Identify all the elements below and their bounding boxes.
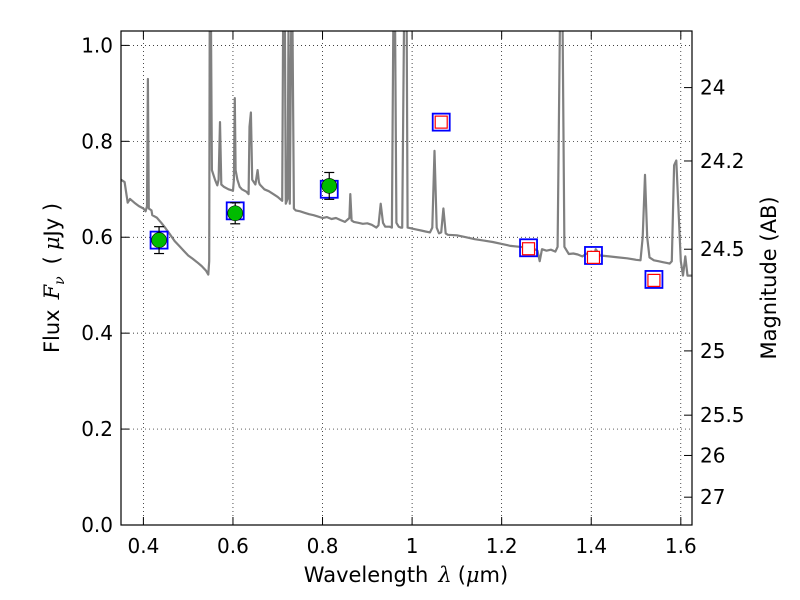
upper-limit-square — [586, 250, 601, 264]
y-axis-label: Flux Fν ( μJy ) — [40, 203, 68, 353]
x-axis-label-unit-mu: μ — [466, 563, 480, 587]
model-photometry-square — [644, 270, 664, 289]
y-axis-label-unit-open: ( — [40, 256, 64, 264]
x-tick-label: 0.6 — [217, 534, 249, 558]
x-axis-label-symbol: λ — [437, 563, 451, 587]
plot-content — [121, 31, 692, 289]
y-axis-label-prefix: Flux — [40, 309, 64, 353]
y2-axis-ticks: 24 24.2 24.5 25 25.5 26 27 — [684, 76, 745, 509]
observed-photometry-point — [227, 205, 243, 222]
y-tick-label: 0.8 — [81, 129, 113, 153]
x-axis-label-unit-open: ( — [458, 563, 466, 587]
x-axis-ticks: 0.4 0.6 0.8 1 1.2 1.4 1.6 — [127, 31, 697, 558]
y2-tick-label: 24.2 — [700, 149, 745, 173]
plot-frame — [120, 30, 693, 526]
photometry-markers — [149, 112, 664, 289]
y2-tick-label: 24.5 — [700, 237, 745, 261]
y2-tick-label: 24 — [700, 76, 725, 100]
y2-tick-label: 27 — [700, 485, 725, 509]
model-photometry-square — [519, 238, 538, 258]
observed-photometry-point — [321, 178, 338, 194]
y-axis-label-unit-mu: μ — [40, 236, 64, 250]
x-tick-label: 1 — [406, 534, 419, 558]
y-tick-label: 0.4 — [81, 321, 113, 345]
upper-limit-square — [647, 273, 661, 287]
y-tick-label: 1.0 — [81, 33, 113, 57]
y2-tick-label: 26 — [700, 443, 725, 467]
y-axis-ticks: 0.0 0.2 0.4 0.6 0.8 1.0 — [81, 33, 129, 537]
x-tick-label: 0.8 — [307, 534, 339, 558]
x-tick-label: 1.2 — [486, 534, 518, 558]
y-tick-label: 0.2 — [81, 417, 113, 441]
x-tick-label: 0.4 — [127, 534, 159, 558]
y2-axis-label: Magnitude (AB) — [757, 196, 781, 359]
y2-tick-label: 25 — [700, 339, 725, 363]
y-tick-label: 0.0 — [81, 513, 113, 537]
y-axis-label-unit-rest: Jy ) — [40, 203, 64, 239]
x-axis-label-unit-rest: m) — [480, 563, 509, 587]
upper-limit-square — [434, 115, 448, 129]
x-tick-label: 1.4 — [575, 534, 607, 558]
x-axis-label-prefix: Wavelength — [304, 563, 429, 587]
x-tick-label: 1.6 — [665, 534, 697, 558]
model-photometry-square — [431, 112, 451, 132]
y-axis-label-symbol: F — [40, 283, 64, 300]
sed-model-line — [121, 31, 692, 277]
y-tick-label: 0.6 — [81, 225, 113, 249]
observed-photometry-point — [151, 232, 167, 248]
y2-tick-label: 25.5 — [700, 403, 745, 427]
y-axis-label-subscript: ν — [52, 276, 68, 285]
x-axis-label: Wavelength λ (μm) — [304, 563, 508, 587]
upper-limit-square — [521, 242, 536, 256]
